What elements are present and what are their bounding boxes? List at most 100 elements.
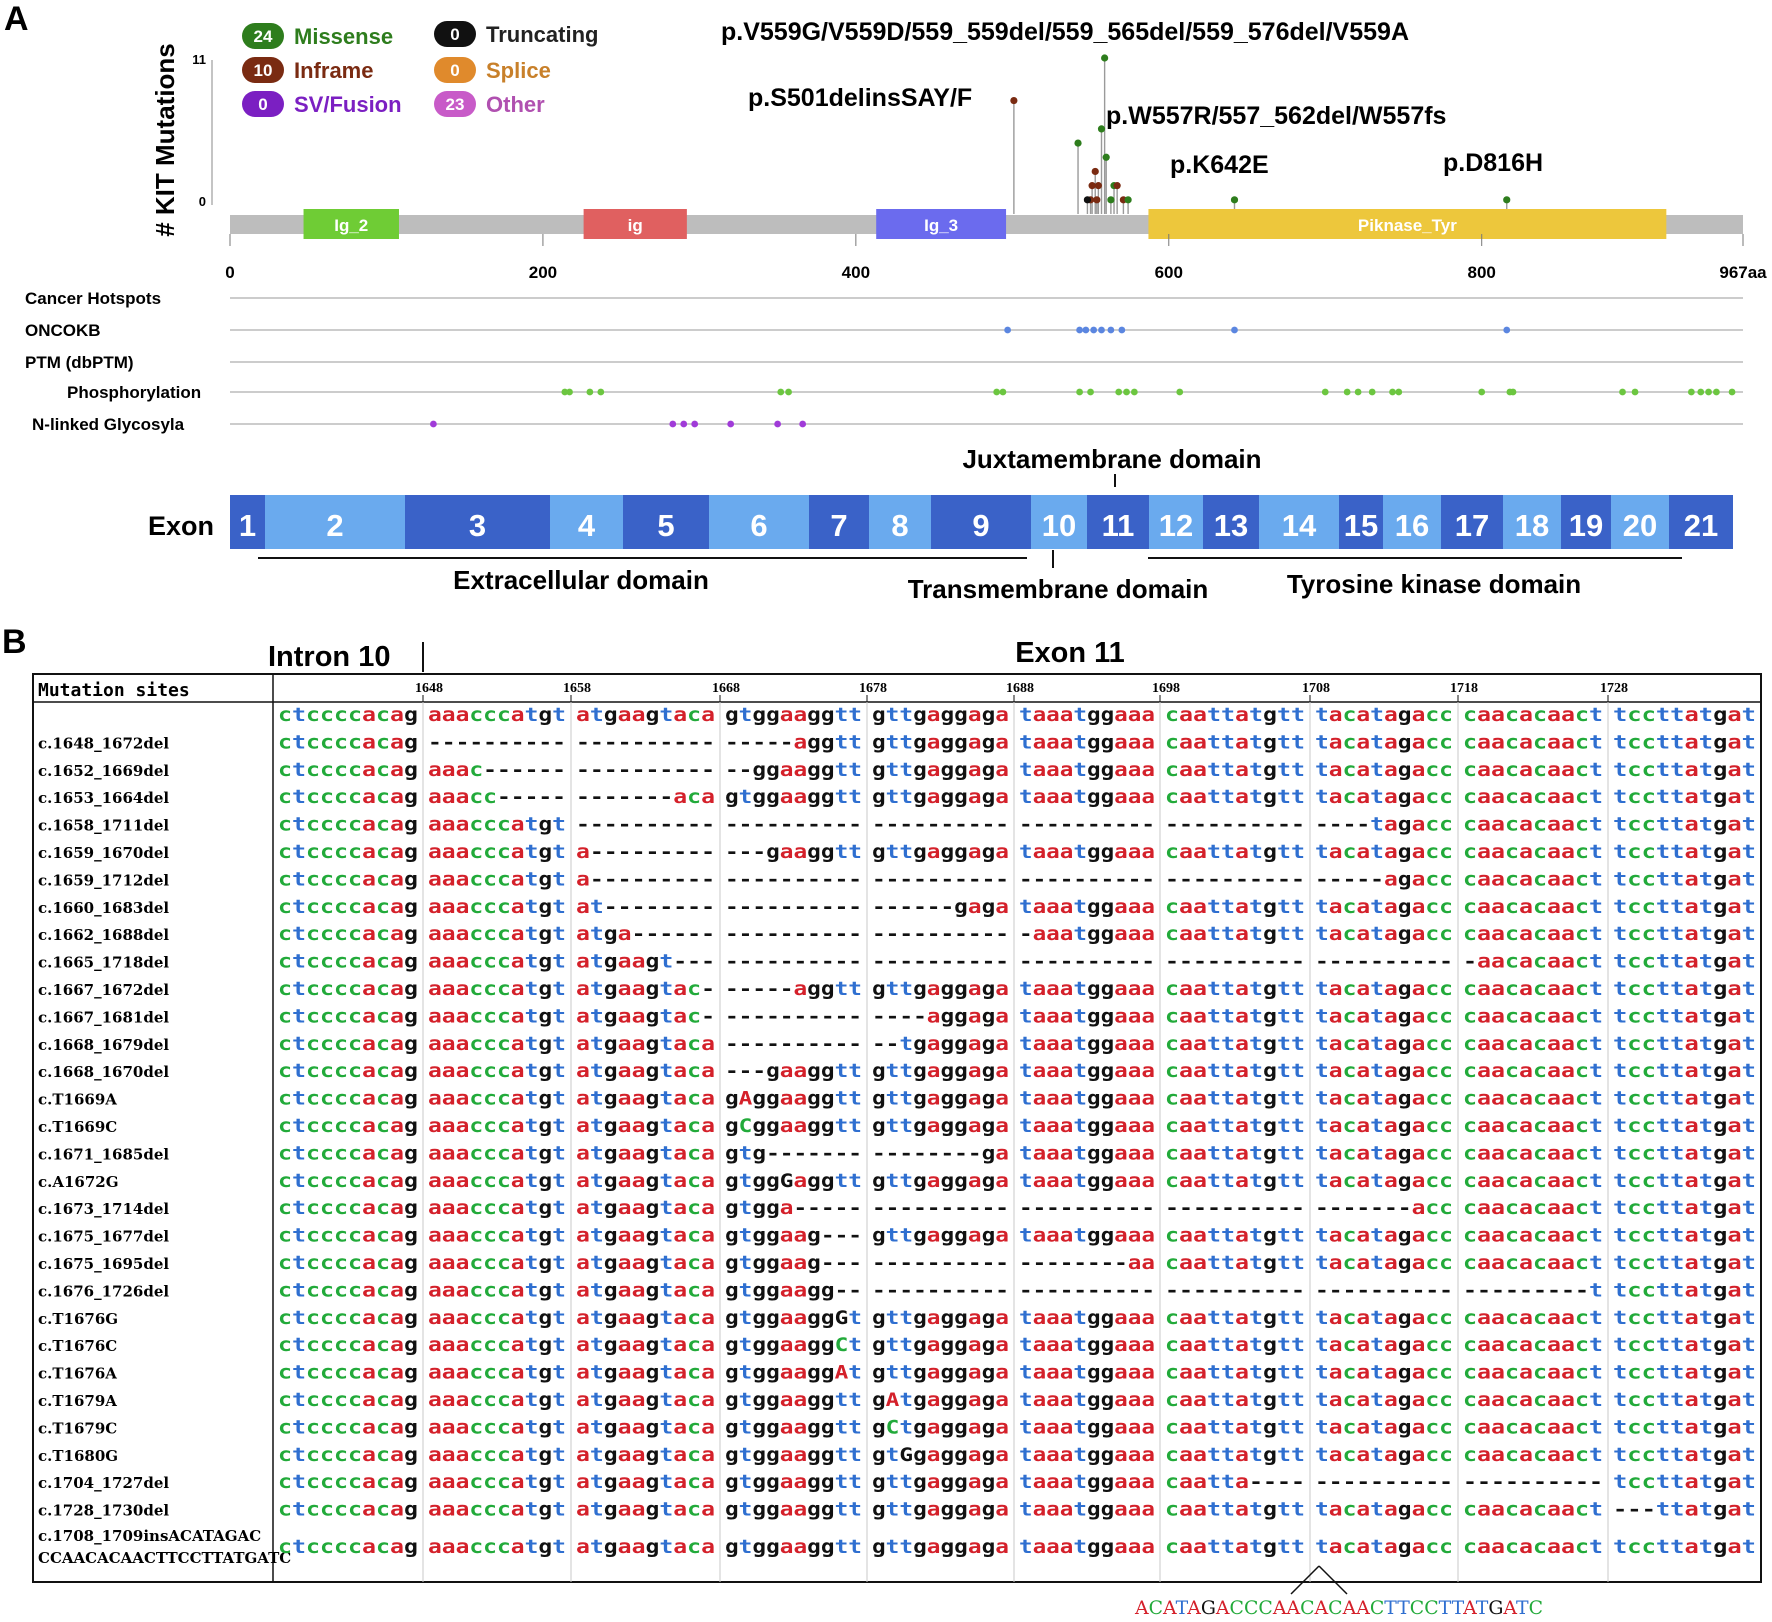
mutation-label: c.1728_1730del [38,1502,169,1520]
track-site [1478,388,1486,396]
panel-a-letter: A [4,0,29,38]
domain-label: Ig_3 [924,216,958,235]
insertion-sequence: ACATAGACCCAACACAACTTCCTTATGATC [1134,1597,1543,1619]
annotation-d816h: p.D816H [1443,149,1543,177]
domain-label: ig [628,216,643,235]
panel-b-figure: B Intron 10 Exon 11 Mutation sites 1648 1… [2,623,1762,1619]
track-site [1395,388,1403,396]
exon-number: 6 [750,508,767,543]
mutation-label: c.1659_1712del [38,871,169,889]
lollipop-head [1094,182,1102,190]
exon-8 [869,495,931,549]
exon-number: 16 [1395,508,1429,543]
insertion-pointer-left [1290,1565,1320,1595]
insertion-pointer-right [1318,1565,1348,1595]
track-site [1687,388,1695,396]
exon-number: 14 [1282,508,1317,543]
exon-11 [1087,495,1149,549]
y-axis-min-tick: 0 [199,194,206,209]
position-tick: 1708 [1302,681,1330,696]
mutation-label: c.T1676A [38,1365,117,1383]
exon-1 [230,495,265,549]
exon-number: 3 [469,508,486,543]
axis-tick-label: 600 [1155,263,1183,282]
legend-badge-inframe [242,57,284,83]
exon-10 [1031,495,1087,549]
sequence-block: ---------- [1019,1197,1155,1219]
mutation-label: c.1673_1714del [38,1200,169,1218]
mutation-label: c.1668_1679del [38,1036,169,1054]
lollipop-head [1010,96,1018,105]
track-site [1503,326,1511,334]
sequence-block: ---------- [725,868,862,890]
mutation-label: c.T1669C [38,1118,117,1136]
sequence-block: ---------- [576,814,715,836]
position-tick: 1668 [712,681,740,696]
legend-badge-missense [242,23,284,49]
